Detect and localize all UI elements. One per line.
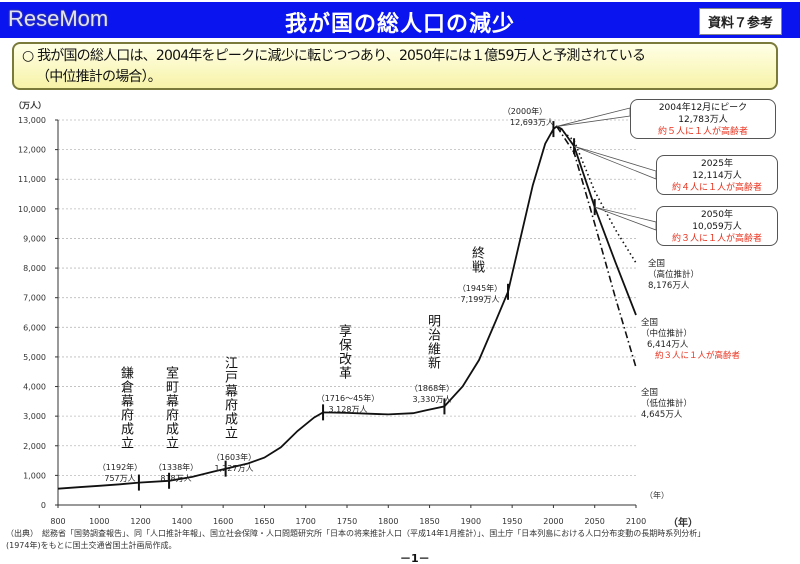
x-tick-label: 2100: [626, 517, 646, 526]
x-tick-label: 1750: [337, 517, 357, 526]
x-tick-label: 1800: [378, 517, 398, 526]
x-tick-label: 1950: [502, 517, 522, 526]
summary-line-2: （中位推計の場合）。: [36, 69, 162, 85]
source-footnote: （出典） 総務省「国勢調査報告」、同「人口推計年報」、国立社会保障・人口問題研究…: [6, 529, 706, 550]
summary-box: ○ 我が国の総人口は、2004年をピークに減少に転じつつあり、2050年には１億…: [12, 42, 778, 90]
series-line-2: [556, 125, 637, 368]
event-label-meiji: 明治維新: [425, 314, 440, 370]
callout-pointer: [556, 107, 631, 127]
y-tick-label: 7,000: [23, 294, 46, 303]
callout-2050: 2050年 10,059万人 約３人に１人が高齢者: [656, 206, 778, 246]
end-label-high: 全国 （高位推計） 8,176万人: [648, 259, 700, 291]
callout-pointer: [573, 145, 657, 180]
y-tick-label: 4,000: [23, 383, 46, 392]
series-line-1: [556, 125, 637, 264]
end-label-low: 全国 （低位推計） 4,645万人: [641, 388, 693, 420]
annotation-2000: （2000年） 12,693万人: [502, 107, 554, 127]
bullet: ○: [22, 48, 34, 64]
watermark-logo: ReseMom: [8, 6, 109, 31]
y-tick-label: 10,000: [18, 205, 46, 214]
x-tick-label: 1600: [213, 517, 233, 526]
annotation-1192: （1192年） 757万人: [97, 463, 143, 483]
y-tick-label: 13,000: [18, 116, 46, 125]
y-tick-label: 8,000: [23, 264, 46, 273]
x-tick-label: 1000: [89, 517, 109, 526]
y-tick-label: 12,000: [18, 146, 46, 155]
event-label-kyoho: 享保改革: [336, 324, 351, 380]
summary-line-1: 我が国の総人口は、2004年をピークに減少に転じつつあり、2050年には１億59…: [37, 48, 646, 64]
x-tick-label: 1850: [419, 517, 439, 526]
page-title: 我が国の総人口の減少: [284, 12, 515, 37]
callout-peak-2004: 2004年12月にピーク 12,783万人 約５人に１人が高齢者: [630, 99, 776, 139]
page-number: －1－: [400, 552, 430, 564]
y-tick-label: 9,000: [23, 234, 46, 243]
end-label-mid: 全国 （中位推計） 6,414万人 約３人に１人が高齢者: [641, 318, 741, 361]
x-tick-label: 1700: [296, 517, 316, 526]
y-tick-label: 6,000: [23, 323, 46, 332]
callout-2025: 2025年 12,114万人 約４人に１人が高齢者: [656, 155, 778, 195]
series-line-0: [57, 125, 637, 490]
title-bar: 我が国の総人口の減少 資料７参考 ReseMom: [0, 2, 800, 38]
callout-pointer: [594, 206, 657, 231]
x-axis-unit-inner: （年）: [645, 491, 669, 500]
x-tick-label: 800: [50, 517, 65, 526]
x-tick-label: 1650: [254, 517, 274, 526]
x-tick-label: 2050: [585, 517, 605, 526]
event-label-war-end: 終戦: [469, 246, 484, 274]
x-tick-label: 1200: [130, 517, 150, 526]
annotation-1945: （1945年） 7,199万人: [457, 284, 503, 304]
y-tick-label: 0: [41, 501, 46, 510]
x-axis-unit: （年）: [668, 518, 698, 529]
x-tick-label: 1400: [172, 517, 192, 526]
annotation-1338: （1338年） 818万人: [153, 463, 199, 483]
x-tick-label: 1900: [461, 517, 481, 526]
y-tick-label: 11,000: [18, 175, 46, 184]
event-label-muromachi: 室町幕府成立: [163, 366, 178, 450]
annotation-1716: （1716～45年） 3,128万人: [316, 394, 380, 414]
annotation-1603: （1603年） 1,227万人: [211, 453, 257, 473]
y-tick-label: 3,000: [23, 412, 46, 421]
event-label-edo: 江戸幕府成立: [222, 356, 237, 440]
reference-badge: 資料７参考: [698, 8, 782, 35]
y-tick-label: 5,000: [23, 353, 46, 362]
y-tick-label: 1,000: [23, 471, 46, 480]
y-tick-label: 2,000: [23, 442, 46, 451]
x-tick-label: 2000: [543, 517, 563, 526]
event-label-kamakura: 鎌倉幕府成立: [118, 366, 133, 450]
annotation-1868: （1868年） 3,330万人: [409, 384, 455, 404]
y-axis-unit: （万人）: [14, 101, 46, 110]
